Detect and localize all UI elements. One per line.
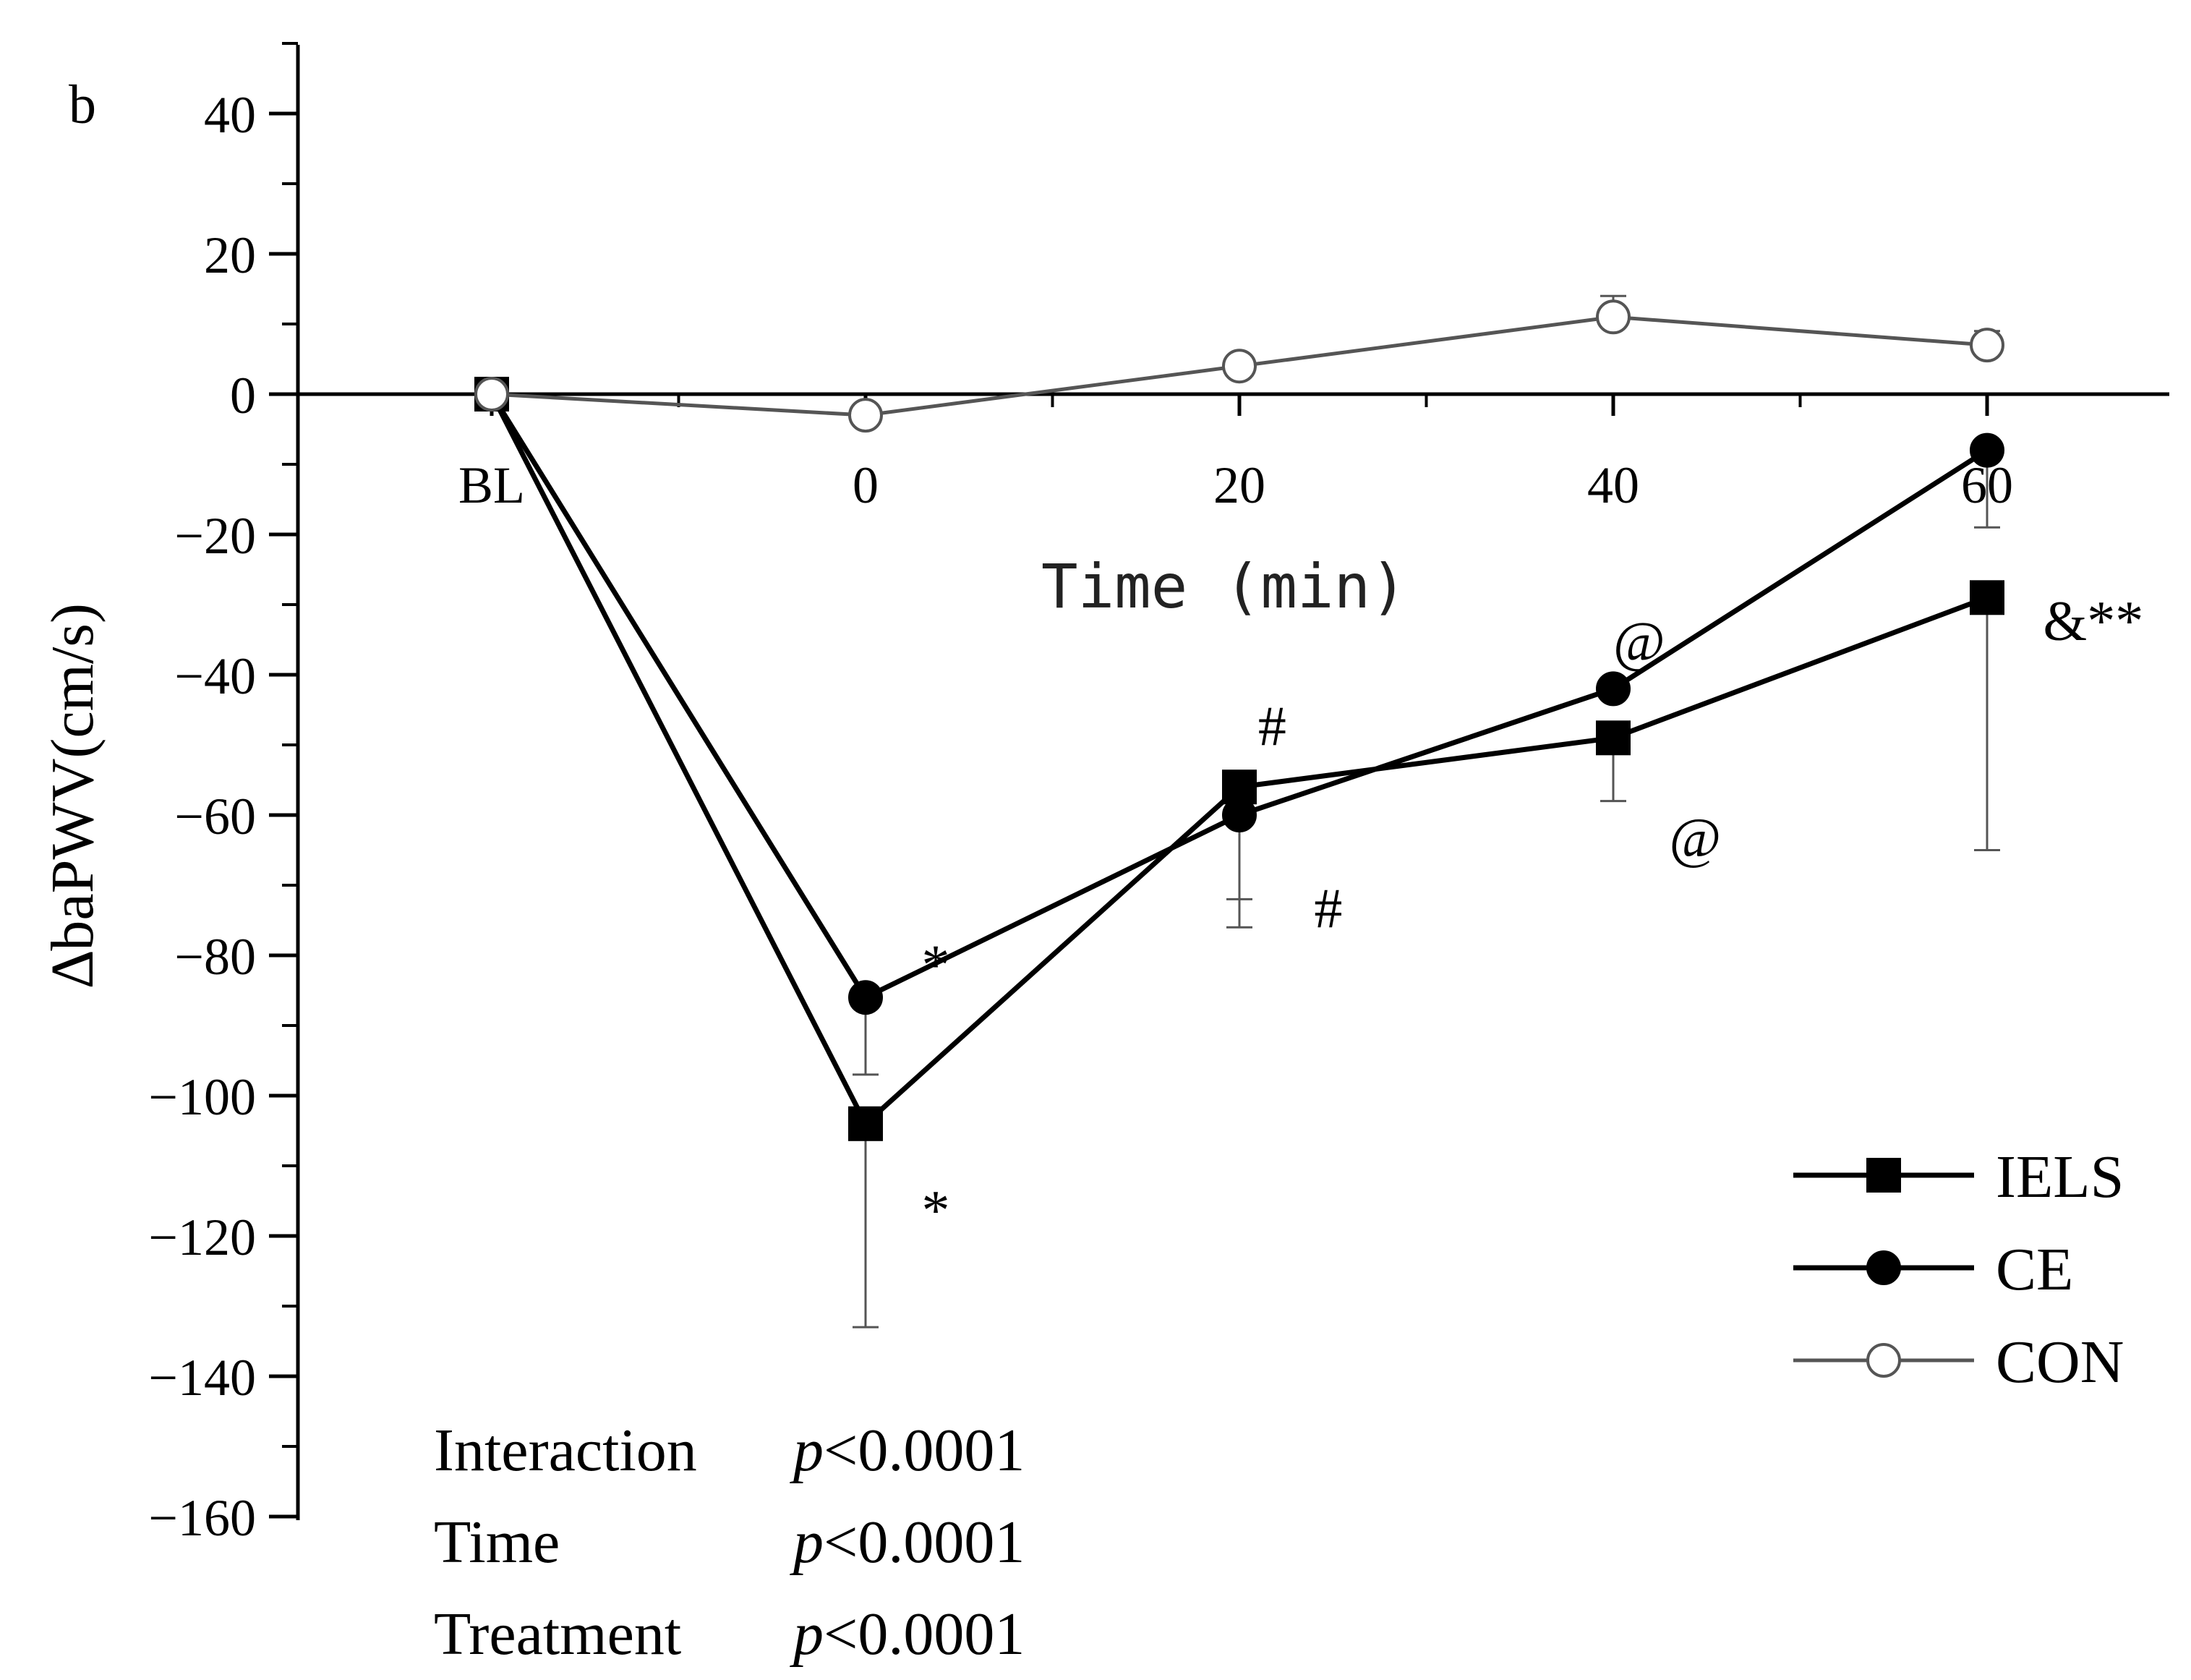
stats-label: Treatment <box>434 1600 681 1668</box>
significance-annotation: * <box>922 933 950 996</box>
legend-label: IELS <box>1996 1143 2124 1211</box>
data-point-ce <box>1970 432 2004 468</box>
panel-label: b <box>69 74 96 135</box>
data-point-ce <box>848 980 883 1015</box>
significance-annotation: &** <box>2043 589 2144 652</box>
stats-p-value: p<0.0001 <box>790 1417 1025 1484</box>
data-point-ce <box>1222 798 1257 832</box>
x-tick-label: 40 <box>1587 456 1639 514</box>
y-tick-label: −60 <box>174 788 256 845</box>
y-tick-label: 40 <box>204 86 256 144</box>
y-tick-label: −20 <box>174 507 256 565</box>
legend-label: CON <box>1996 1329 2124 1396</box>
significance-annotation: * <box>922 1178 950 1241</box>
x-tick-label: 0 <box>853 456 879 514</box>
y-tick-label: −120 <box>148 1208 256 1266</box>
annotations-group: * * # # @ @ &** <box>922 589 2144 1242</box>
x-tick-label: BL <box>458 456 525 514</box>
markers-group <box>474 299 2004 1141</box>
stats-block: Interaction p<0.0001 Time p<0.0001 Treatment… <box>434 1417 1025 1668</box>
x-tick-label: 20 <box>1213 456 1265 514</box>
y-tick-label: −140 <box>148 1349 256 1407</box>
data-point-con <box>1970 328 2004 363</box>
significance-annotation: @ <box>1670 806 1722 869</box>
legend-marker <box>1866 1343 1901 1378</box>
data-point-ce <box>1596 671 1631 707</box>
stats-p-value: p<0.0001 <box>790 1509 1025 1576</box>
stats-label: Time <box>434 1509 560 1576</box>
significance-annotation: # <box>1314 877 1342 939</box>
data-point-con <box>474 377 509 412</box>
legend: IELS CE CON <box>1793 1143 2124 1396</box>
y-axis-title: ∆baPWV(cm/s) <box>39 603 106 988</box>
series-lines-group <box>489 315 1989 1128</box>
data-point-con <box>848 398 883 433</box>
error-bars-group <box>853 294 2000 1329</box>
legend-label: CE <box>1996 1236 2073 1303</box>
data-point-con <box>1596 299 1631 335</box>
legend-marker <box>1866 1158 1901 1193</box>
y-tick-label: −100 <box>148 1068 256 1126</box>
y-tick-label: 20 <box>204 226 256 284</box>
y-tick-label: 0 <box>230 367 256 425</box>
x-axis-title: Time (min) <box>1041 551 1407 622</box>
data-point-iels <box>1970 580 2004 615</box>
legend-marker <box>1866 1250 1901 1285</box>
y-tick-label: −160 <box>148 1489 256 1547</box>
y-tick-label: −80 <box>174 928 256 986</box>
data-point-iels <box>1596 720 1631 756</box>
y-tick-label: −40 <box>174 647 256 705</box>
data-point-con <box>1222 349 1257 384</box>
data-point-iels <box>848 1106 883 1141</box>
significance-annotation: # <box>1258 694 1286 757</box>
stats-label: Interaction <box>434 1417 697 1484</box>
axes-group: 40 20 0 −20 −40 −60 −80 −100 −120 −140 −160 BL 0 20 40… <box>148 42 2169 1547</box>
significance-annotation: @ <box>1613 610 1665 673</box>
stats-p-value: p<0.0001 <box>790 1600 1025 1668</box>
